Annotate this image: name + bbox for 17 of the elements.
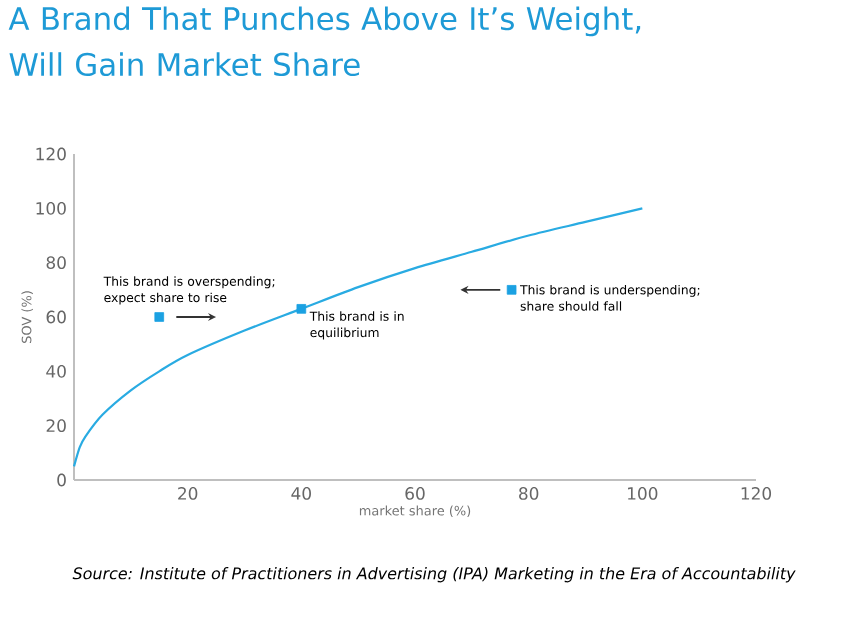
point: [296, 304, 307, 314]
y-tick-label: 60: [46, 310, 66, 324]
y-tick-label: 40: [46, 364, 66, 378]
y-tick-label: 120: [36, 147, 66, 161]
x-tick-label: 60: [405, 487, 425, 500]
y-tick-label: 0: [57, 473, 66, 487]
y-tick-label: 20: [46, 419, 66, 433]
y-tick-label: 80: [46, 256, 66, 270]
chart-title: A Brand That Punches Above It’s Weight, Will Gain Market Share: [8, 6, 641, 77]
x-tick-label: 20: [178, 487, 198, 500]
x-tick-label: 120: [741, 487, 772, 500]
x-tick-label: 100: [628, 487, 658, 500]
x-tick-label: 40: [291, 487, 311, 500]
x-tick-label: 80: [519, 487, 539, 500]
y-tick-label: 100: [36, 201, 66, 215]
point: [506, 285, 517, 295]
point: [154, 312, 165, 322]
